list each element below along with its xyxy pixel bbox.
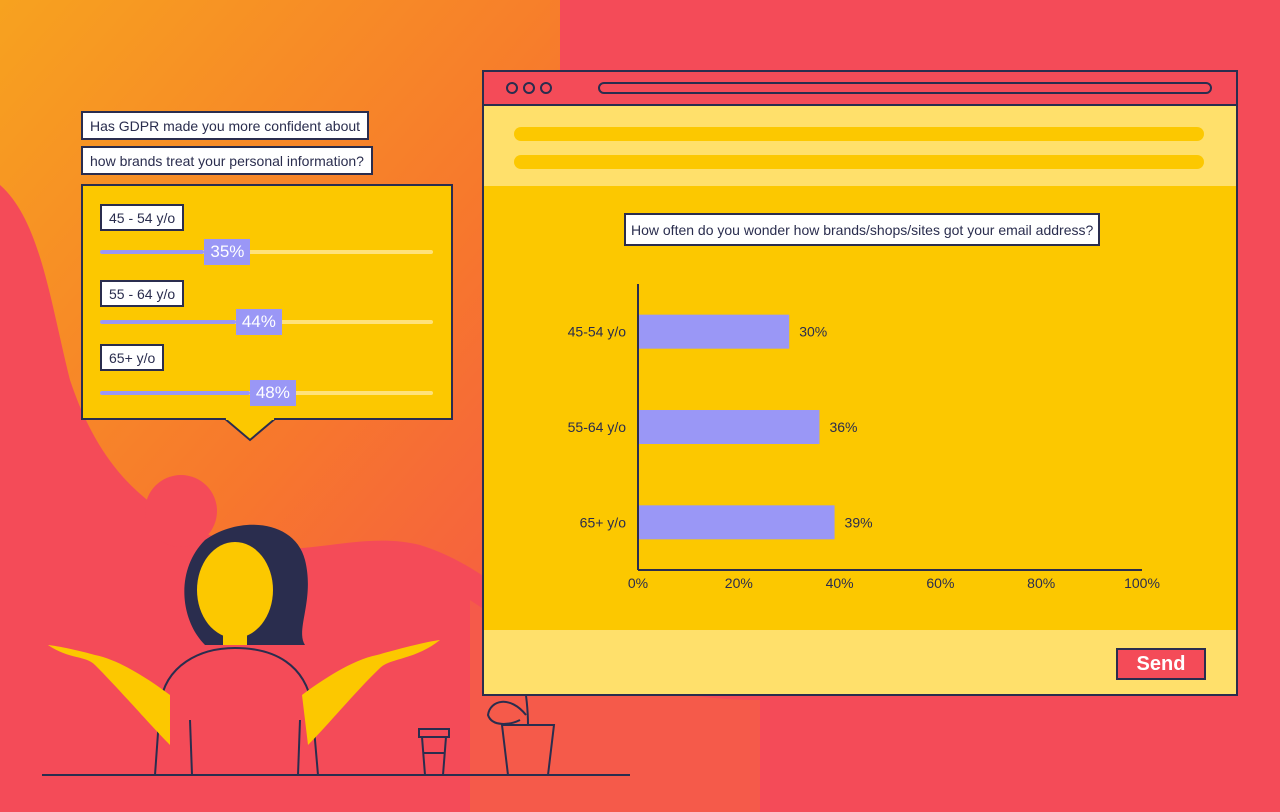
poll-slider-track[interactable] [100,250,433,254]
chart-title: How often do you wonder how brands/shops… [624,213,1101,246]
data-label: 36% [829,419,857,435]
x-tick-label: 40% [826,575,854,591]
speech-pointer [224,418,276,442]
data-label: 30% [799,324,827,340]
browser-titlebar [484,72,1236,106]
bar [639,410,820,444]
bar [639,505,835,540]
bar [639,314,790,349]
poll-value-bubble: 35% [204,239,251,265]
poll-slider-fill [100,320,236,324]
send-button[interactable]: Send [1116,648,1206,680]
x-tick-label: 80% [1027,575,1055,591]
window-dot-icon[interactable] [540,82,552,94]
x-tick-label: 0% [628,575,648,591]
browser-window: Send [482,70,1238,696]
placeholder-line [514,155,1204,169]
address-bar[interactable] [598,82,1212,94]
category-label: 45-54 y/o [568,324,627,340]
placeholder-line [514,127,1204,141]
x-tick-label: 100% [1124,575,1160,591]
window-dot-icon[interactable] [523,82,535,94]
poll-value-bubble: 48% [249,380,296,406]
category-label: 65+ y/o [580,514,627,530]
browser-footer: Send [484,630,1236,694]
poll-card: 45 - 54 y/o 35% 55 - 64 y/o 44% 65+ y/o … [81,184,453,420]
poll-slider-fill [100,250,205,254]
poll-slider-fill [100,391,250,395]
coffee-cup-icon [418,728,450,776]
category-label: 55-64 y/o [568,419,627,435]
data-label: 39% [845,514,873,530]
window-dot-icon[interactable] [506,82,518,94]
poll-age-tag: 55 - 64 y/o [100,280,185,307]
poll-question-line1: Has GDPR made you more confident about [81,111,370,140]
poll-value-bubble: 44% [235,309,282,335]
browser-header [484,106,1236,186]
poll-question-line2: how brands treat your personal informati… [81,146,373,175]
poll-age-tag: 65+ y/o [100,344,165,371]
x-tick-label: 60% [926,575,954,591]
poll-age-tag: 45 - 54 y/o [100,204,185,231]
x-tick-label: 20% [725,575,753,591]
shrugging-woman-illustration [48,524,440,776]
